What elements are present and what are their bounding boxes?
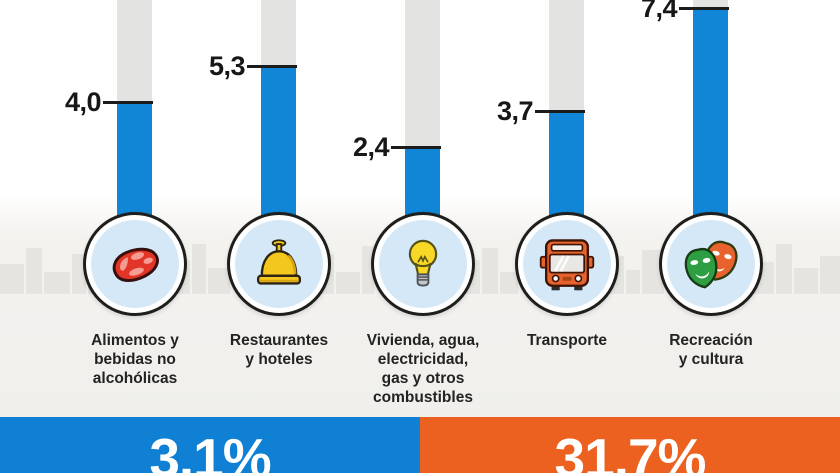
footer-left-panel: 3.1% [0, 417, 420, 473]
category-icon-circle-inner [235, 220, 323, 308]
category-icon-circle-inner [667, 220, 755, 308]
chart-column: 5,3 Restaurantes y hoteles [207, 0, 351, 417]
value-tick [391, 146, 441, 149]
category-label: Alimentos y bebidas no alcohólicas [91, 332, 179, 387]
value-tick [535, 110, 585, 113]
value-label: 4,0 [64, 87, 102, 117]
service-bell-icon [250, 235, 308, 293]
value-label: 5,3 [208, 51, 246, 81]
bar [693, 8, 728, 220]
chart-column: 2,4 Vivienda, agua, electricidad, gas y o… [351, 0, 495, 417]
value-label: 2,4 [352, 132, 390, 162]
category-icon-circle [227, 212, 331, 316]
category-icon-circle-inner [91, 220, 179, 308]
value-tick [247, 65, 297, 68]
bar-track [549, 0, 584, 111]
footer-left-value: 3.1% [149, 427, 271, 473]
bar [549, 111, 584, 220]
category-label: Recreación y cultura [669, 332, 753, 368]
category-label: Restaurantes y hoteles [229, 332, 329, 368]
category-label: Vivienda, agua, electricidad, gas y otro… [366, 332, 480, 406]
category-icon-circle-inner [379, 220, 467, 308]
bar-track [693, 0, 728, 8]
chart-column: 4,0 Alimentos y bebidas no alcohólicas [63, 0, 207, 417]
value-label: 7,4 [640, 0, 678, 23]
bar-chart: 4,0 Alimentos y bebidas no alcohólicas 5,3… [63, 0, 783, 417]
category-icon-circle [371, 212, 475, 316]
bar-track [117, 0, 152, 102]
bar [261, 66, 296, 220]
bar [405, 147, 440, 220]
value-tick [679, 7, 729, 10]
bar-track [261, 0, 296, 66]
lightbulb-icon [394, 235, 452, 293]
value-tick [103, 101, 153, 104]
category-label: Transporte [526, 332, 608, 349]
bar-track [405, 0, 440, 147]
steak-icon [104, 233, 166, 295]
theater-masks-icon [679, 237, 743, 292]
chart-column: 7,4 Recreación y cultura [639, 0, 783, 417]
category-icon-circle-inner [523, 220, 611, 308]
category-icon-circle [659, 212, 763, 316]
bus-icon [538, 235, 596, 293]
value-label: 3,7 [496, 96, 534, 126]
chart-column: 3,7 Transporte [495, 0, 639, 417]
category-icon-circle [515, 212, 619, 316]
category-icon-circle [83, 212, 187, 316]
footer-right-value: 31.7% [554, 427, 707, 473]
footer-right-panel: 31.7% [420, 417, 840, 473]
bar [117, 102, 152, 220]
